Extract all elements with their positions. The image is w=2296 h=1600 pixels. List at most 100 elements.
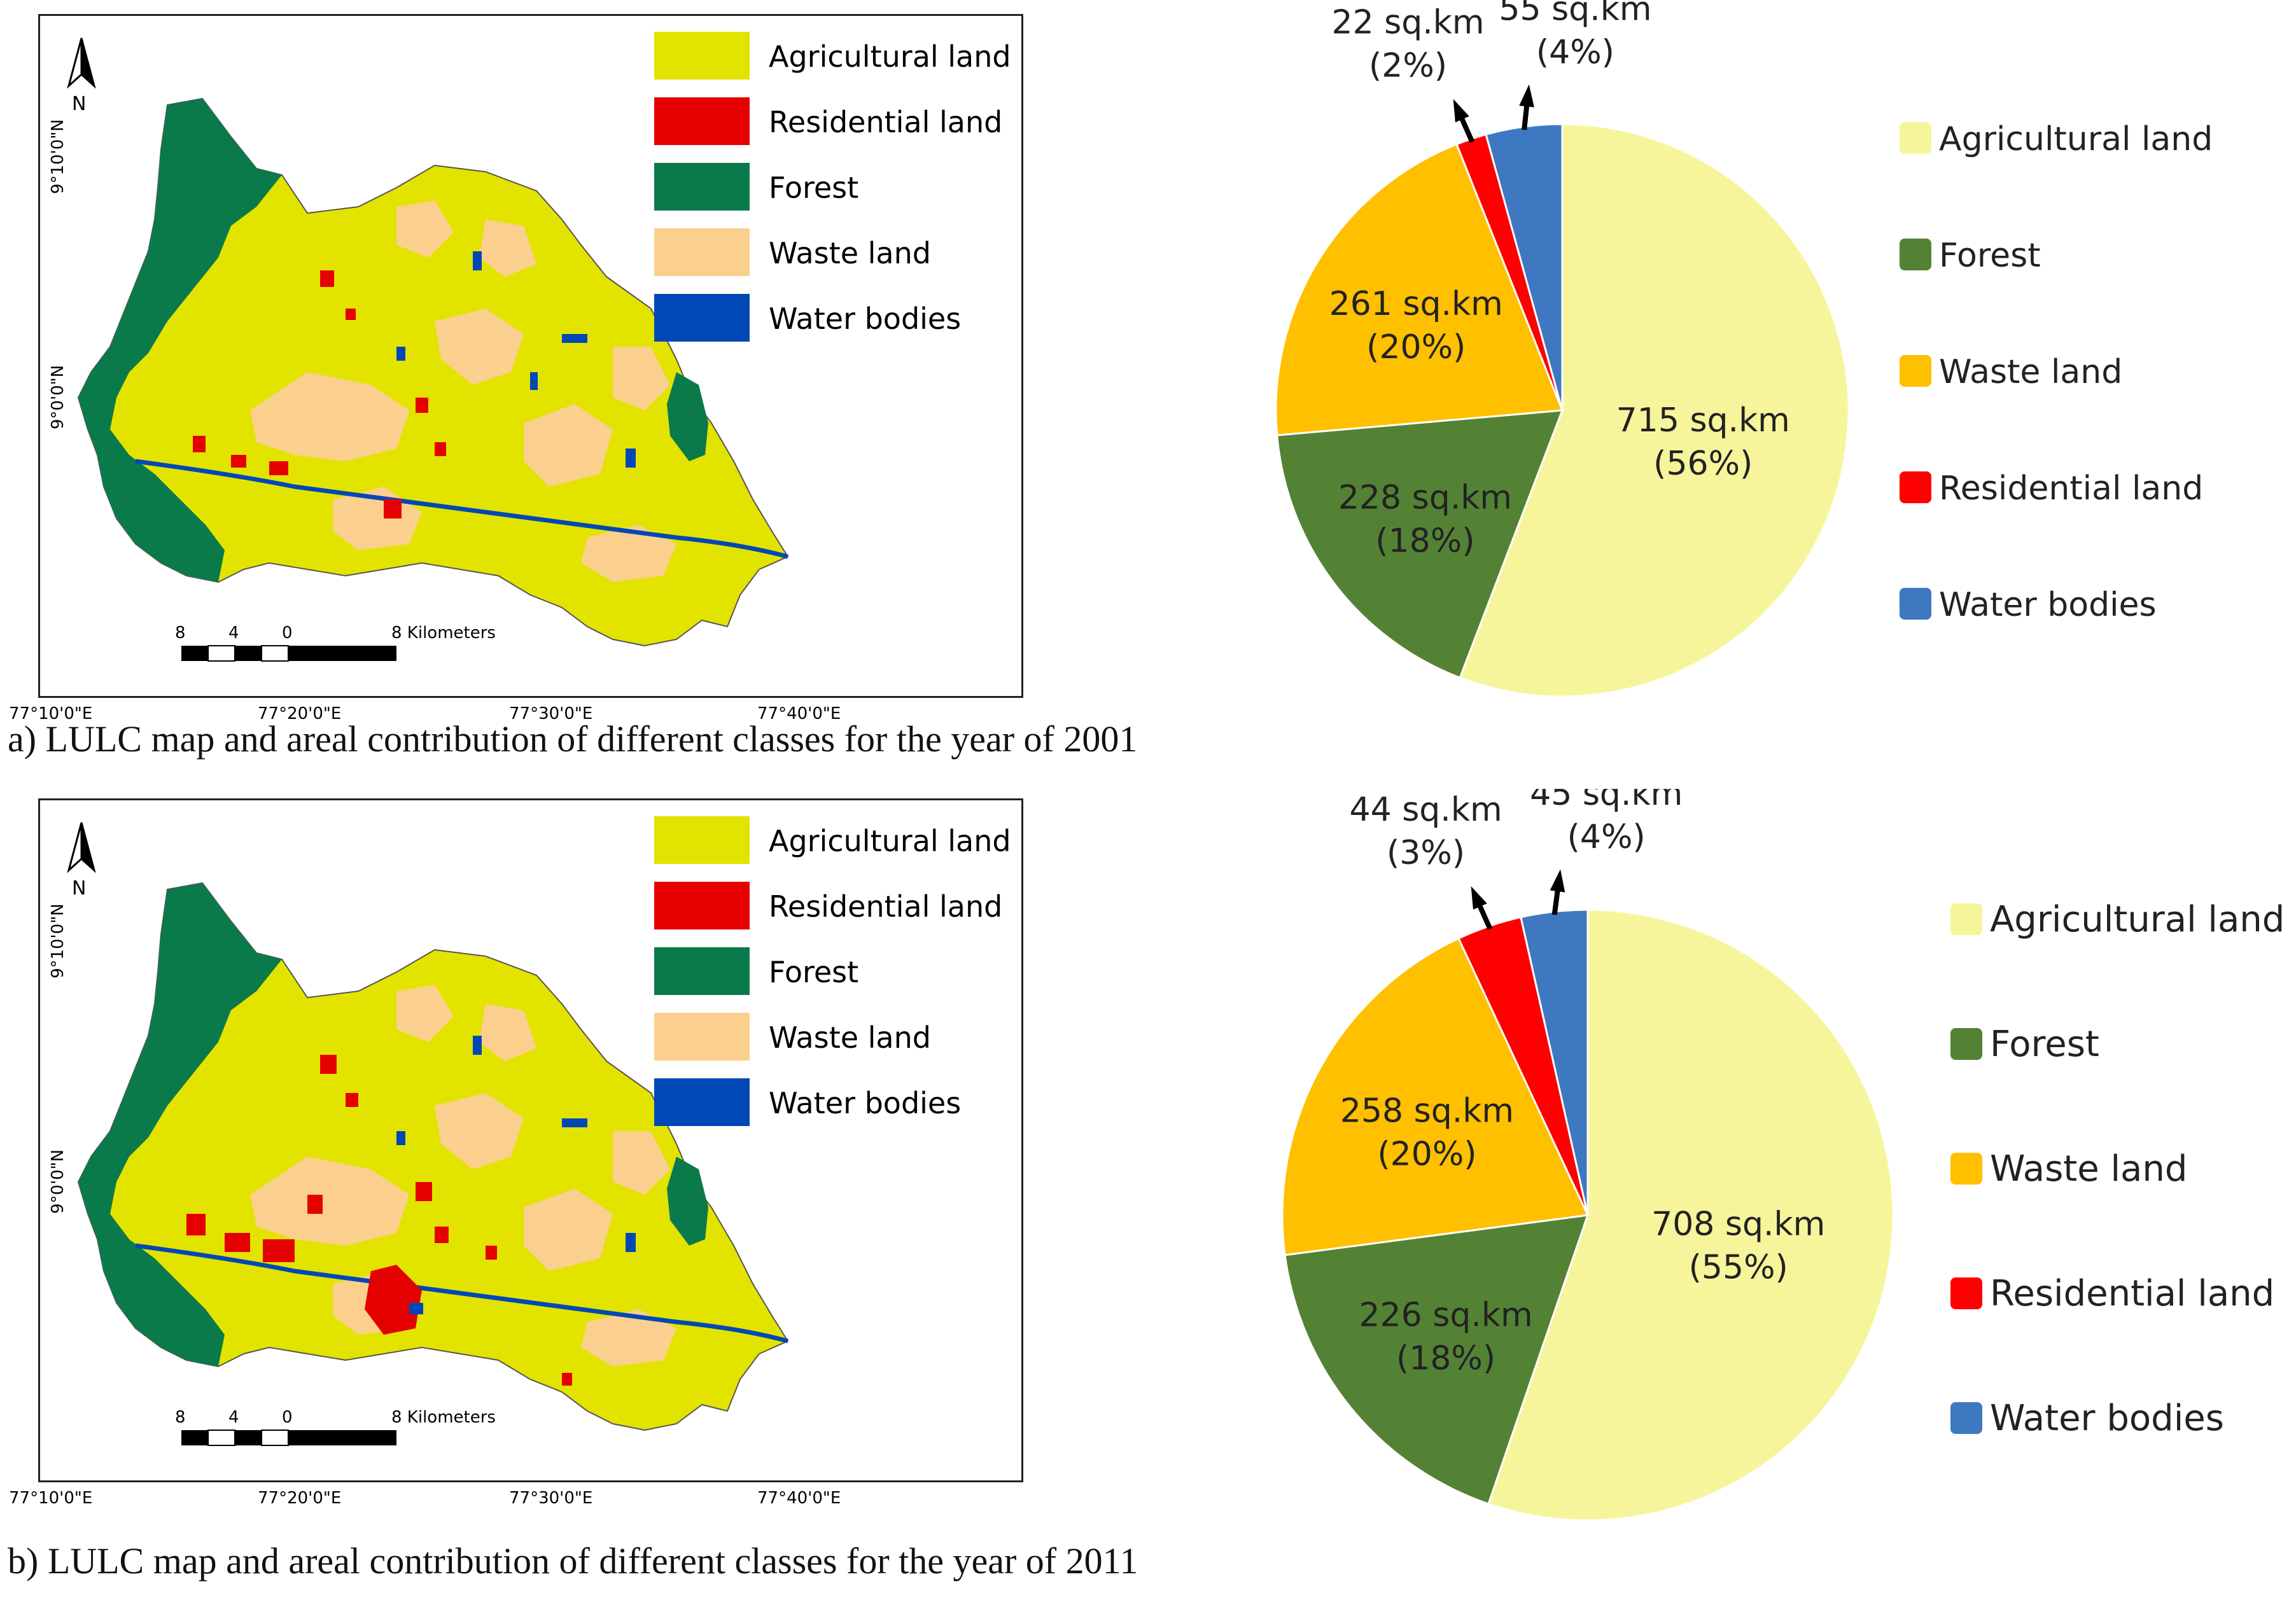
lon-label-2: 77°20'0"E bbox=[258, 1489, 341, 1508]
data-label-waste-land: 261 sq.km bbox=[1329, 285, 1503, 323]
lon-axis-2001: 77°10'0"E 77°20'0"E 77°30'0"E 77°40'0"E bbox=[9, 704, 841, 723]
scale-label-km: 8 Kilometers bbox=[391, 623, 496, 643]
arrow-head-residential-land bbox=[1453, 99, 1469, 123]
scale-bar: 8 4 0 8 Kilometers bbox=[175, 1408, 496, 1446]
caption-2011: b) LULC map and areal contribution of di… bbox=[8, 1540, 1138, 1582]
data-pct-residential-land: (3%) bbox=[1387, 834, 1465, 872]
data-pct-water-bodies: (4%) bbox=[1536, 33, 1614, 71]
north-arrow-icon: N bbox=[67, 38, 96, 115]
pie-slice-forest bbox=[1284, 1214, 1590, 1505]
data-label-water-bodies: 55 sq.km bbox=[1499, 0, 1651, 28]
pie-legend-swatch-residential-land bbox=[1900, 471, 1931, 503]
lon-label-1: 77°10'0"E bbox=[9, 1489, 92, 1508]
legend-label-forest: Forest bbox=[769, 955, 858, 989]
data-label-residential-land: 44 sq.km bbox=[1350, 791, 1502, 829]
lon-label-4: 77°40'0"E bbox=[757, 704, 841, 723]
data-pct-residential-land: (2%) bbox=[1369, 47, 1447, 85]
lon-label-3: 77°30'0"E bbox=[509, 704, 592, 723]
arrow-head-water-bodies bbox=[1550, 869, 1565, 893]
pie-legend-label-forest: Forest bbox=[1939, 237, 2041, 275]
legend-swatch-residential bbox=[654, 882, 750, 929]
pie-slice-agricultural-land bbox=[1459, 123, 1850, 698]
data-pct-agricultural-land: (56%) bbox=[1653, 445, 1753, 483]
scale-label-8: 8 bbox=[175, 1408, 186, 1427]
pie-legend-swatch-waste-land bbox=[1900, 355, 1931, 387]
lon-label-1: 77°10'0"E bbox=[9, 704, 92, 723]
legend-swatch-water bbox=[654, 294, 750, 342]
north-label: N bbox=[72, 93, 86, 115]
lat-label-2: 9°0'0"N bbox=[48, 365, 67, 429]
scale-label-4: 4 bbox=[228, 623, 239, 643]
data-label-forest: 226 sq.km bbox=[1359, 1296, 1532, 1334]
pie-chart-2001: 715 sq.km (56%) 228 sq.km (18%) 261 sq.km (20… bbox=[1275, 0, 2213, 698]
scale-label-0: 0 bbox=[282, 1408, 293, 1427]
pie-legend-label-forest: Forest bbox=[1990, 1024, 2099, 1065]
map-legend: Agricultural land Residential land Fores… bbox=[654, 816, 1011, 1126]
pie-legend-swatch-residential-land bbox=[1950, 1277, 1982, 1309]
data-label-agricultural-land: 715 sq.km bbox=[1616, 401, 1790, 440]
legend-label-agricultural: Agricultural land bbox=[769, 824, 1011, 858]
scale-label-8: 8 bbox=[175, 623, 186, 643]
data-pct-waste-land: (20%) bbox=[1377, 1136, 1476, 1174]
legend-swatch-forest bbox=[654, 947, 750, 995]
pie-legend-swatch-forest bbox=[1950, 1028, 1982, 1060]
pie-legend-label-residential-land: Residential land bbox=[1939, 470, 2203, 508]
pie-legend-swatch-water-bodies bbox=[1900, 588, 1931, 620]
lat-label-1: 9°10'0"N bbox=[48, 119, 67, 194]
legend-swatch-waste bbox=[654, 228, 750, 276]
pie-legend-label-waste-land: Waste land bbox=[1939, 353, 2122, 391]
lat-label-2: 9°0'0"N bbox=[48, 1150, 67, 1214]
pie-slice-waste-land bbox=[1275, 143, 1564, 436]
pie-legend-swatch-water-bodies bbox=[1950, 1402, 1982, 1434]
legend-label-forest: Forest bbox=[769, 170, 858, 205]
data-label-waste-land: 258 sq.km bbox=[1340, 1092, 1514, 1130]
legend-swatch-water bbox=[654, 1078, 750, 1126]
legend-swatch-forest bbox=[654, 163, 750, 211]
north-arrow-icon: N bbox=[67, 822, 96, 900]
scale-label-0: 0 bbox=[282, 623, 293, 643]
pie-legend-label-agricultural-land: Agricultural land bbox=[1990, 899, 2285, 940]
pie-slice-forest bbox=[1276, 409, 1564, 679]
legend-label-agricultural: Agricultural land bbox=[769, 39, 1011, 74]
lon-label-3: 77°30'0"E bbox=[509, 1489, 592, 1508]
legend-label-waste: Waste land bbox=[769, 236, 931, 270]
data-pct-forest: (18%) bbox=[1375, 522, 1474, 560]
data-pct-forest: (18%) bbox=[1396, 1339, 1495, 1377]
scale-label-km: 8 Kilometers bbox=[391, 1408, 496, 1427]
lon-axis-2011: 77°10'0"E 77°20'0"E 77°30'0"E 77°40'0"E bbox=[9, 1489, 841, 1508]
legend-label-residential: Residential land bbox=[769, 889, 1002, 924]
caption-2001: a) LULC map and areal contribution of di… bbox=[8, 718, 1138, 760]
map-panel-2001: N bbox=[38, 14, 1023, 698]
pie-legend-swatch-waste-land bbox=[1950, 1153, 1982, 1185]
arrow-head-residential-land bbox=[1471, 886, 1487, 910]
pie-legend-swatch-forest bbox=[1900, 239, 1931, 270]
lon-label-4: 77°40'0"E bbox=[757, 1489, 841, 1508]
pie-legend-swatch-agricultural-land bbox=[1950, 903, 1982, 935]
legend-swatch-agricultural bbox=[654, 32, 750, 80]
legend-swatch-agricultural bbox=[654, 816, 750, 864]
data-pct-agricultural-land: (55%) bbox=[1689, 1249, 1788, 1287]
map-legend: Agricultural land Residential land Fores… bbox=[654, 32, 1011, 342]
legend-label-water: Water bodies bbox=[769, 302, 961, 336]
basin-map bbox=[77, 97, 789, 647]
pie-legend-label-residential-land: Residential land bbox=[1990, 1273, 2274, 1314]
lon-label-2: 77°20'0"E bbox=[258, 704, 341, 723]
pie-legend-label-waste-land: Waste land bbox=[1990, 1148, 2187, 1190]
scale-bar: 8 4 0 8 Kilometers bbox=[175, 623, 496, 662]
pie-chart-2011: 708 sq.km (55%) 226 sq.km (18%) 258 sq.km (20… bbox=[1281, 789, 2285, 1522]
pie-slice-waste-land bbox=[1281, 937, 1590, 1256]
pie-legend-label-water-bodies: Water bodies bbox=[1939, 586, 2157, 624]
data-label-agricultural-land: 708 sq.km bbox=[1651, 1206, 1825, 1244]
data-label-water-bodies: 45 sq.km bbox=[1530, 789, 1683, 813]
data-pct-water-bodies: (4%) bbox=[1567, 818, 1646, 856]
lulc-map-2011: N bbox=[48, 816, 1011, 1446]
data-label-forest: 228 sq.km bbox=[1338, 479, 1512, 517]
pie-legend-label-agricultural-land: Agricultural land bbox=[1939, 120, 2213, 158]
data-pct-waste-land: (20%) bbox=[1366, 328, 1466, 366]
arrow-head-water-bodies bbox=[1519, 84, 1534, 108]
pie-legend-swatch-agricultural-land bbox=[1900, 122, 1931, 154]
pie-legend-label-water-bodies: Water bodies bbox=[1990, 1398, 2224, 1439]
pie-slice-agricultural-land bbox=[1487, 908, 1894, 1522]
legend-label-residential: Residential land bbox=[769, 105, 1002, 139]
lat-label-1: 9°10'0"N bbox=[48, 903, 67, 978]
